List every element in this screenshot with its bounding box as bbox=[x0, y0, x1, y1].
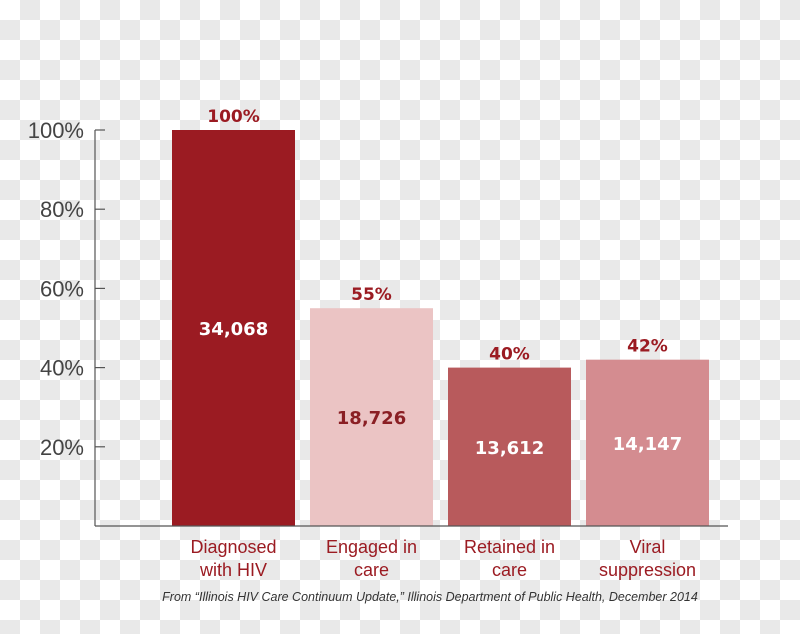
y-tick-label: 60% bbox=[40, 276, 84, 301]
bar-0 bbox=[172, 130, 295, 526]
count-label: 34,068 bbox=[199, 319, 268, 340]
value-label: 100% bbox=[207, 107, 260, 127]
category-label: with HIV bbox=[199, 560, 267, 580]
bar-3 bbox=[586, 359, 709, 526]
category-label: Viral bbox=[630, 537, 666, 557]
value-label: 42% bbox=[627, 337, 668, 357]
source-note: From “Illinois HIV Care Continuum Update… bbox=[162, 590, 698, 604]
value-label: 40% bbox=[489, 345, 530, 365]
category-label: suppression bbox=[599, 560, 696, 580]
category-label: Retained in bbox=[464, 537, 555, 557]
y-tick-label: 100% bbox=[28, 118, 84, 143]
count-label: 14,147 bbox=[613, 434, 682, 455]
category-label: care bbox=[354, 560, 389, 580]
value-label: 55% bbox=[351, 285, 392, 305]
category-label: Engaged in bbox=[326, 537, 417, 557]
y-tick-label: 40% bbox=[40, 356, 84, 381]
category-label: Diagnosed bbox=[190, 537, 276, 557]
bar-1 bbox=[310, 308, 433, 526]
count-label: 18,726 bbox=[337, 408, 406, 429]
bar-2 bbox=[448, 367, 571, 526]
y-tick-label: 80% bbox=[40, 197, 84, 222]
y-tick-label: 20% bbox=[40, 435, 84, 460]
count-label: 13,612 bbox=[475, 438, 544, 459]
category-label: care bbox=[492, 560, 527, 580]
